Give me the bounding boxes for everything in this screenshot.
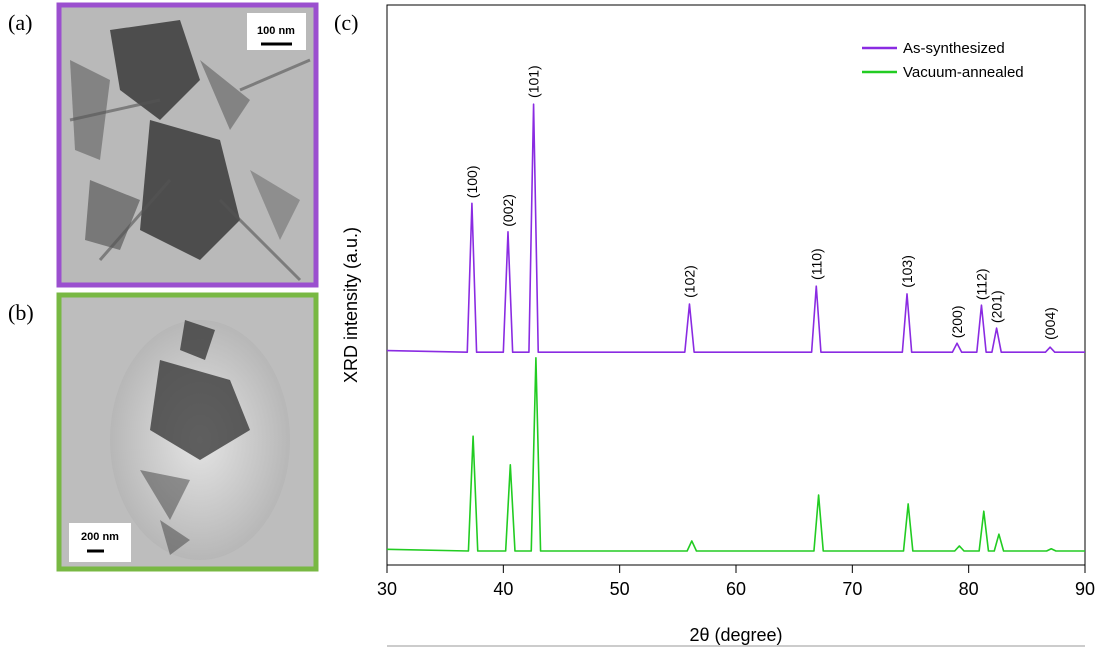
x-tick-label: 60 xyxy=(726,579,746,599)
peak-label: (101) xyxy=(526,65,542,98)
legend-label: Vacuum-annealed xyxy=(903,64,1024,81)
peak-label: (100) xyxy=(464,166,480,199)
xrd-line xyxy=(386,357,1085,552)
xrd-line xyxy=(386,103,1085,353)
peak-label: (201) xyxy=(989,290,1005,323)
tem-particles xyxy=(70,20,300,260)
x-tick-label: 40 xyxy=(493,579,513,599)
peak-label: (103) xyxy=(899,255,915,288)
x-tick-label: 50 xyxy=(610,579,630,599)
scale-box xyxy=(69,523,131,562)
legend-label: As-synthesized xyxy=(903,40,1005,57)
panel-label: (b) xyxy=(8,300,34,325)
x-tick-label: 80 xyxy=(959,579,979,599)
peak-label: (004) xyxy=(1042,307,1058,340)
tem-particles xyxy=(140,320,250,555)
peak-label: (200) xyxy=(949,306,965,339)
scale-bar-label: 200 nm xyxy=(81,531,119,543)
x-tick-label: 90 xyxy=(1075,579,1095,599)
peak-label: (110) xyxy=(808,248,824,280)
y-axis-label: XRD intensity (a.u.) xyxy=(341,227,361,383)
panel-label: (c) xyxy=(334,10,358,35)
peak-label: (002) xyxy=(500,194,516,227)
tem-rods xyxy=(69,58,311,282)
scale-bar-label: 100 nm xyxy=(257,25,295,37)
panel-label: (a) xyxy=(8,10,32,35)
x-tick-label: 70 xyxy=(842,579,862,599)
x-axis-label: 2θ (degree) xyxy=(689,625,782,645)
peak-label: (112) xyxy=(973,268,989,300)
x-tick-label: 30 xyxy=(377,579,397,599)
peak-label: (102) xyxy=(681,265,697,298)
